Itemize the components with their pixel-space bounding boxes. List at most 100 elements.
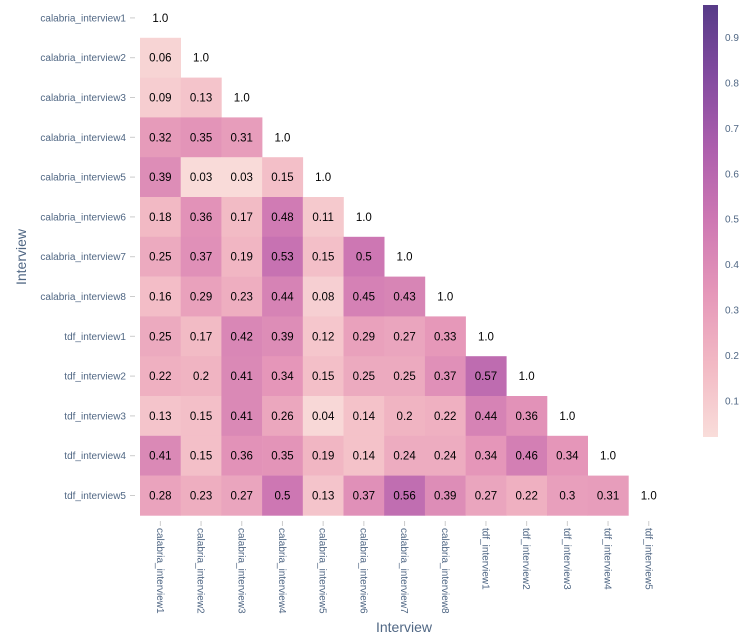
cell-value-label: 0.25 xyxy=(393,371,415,383)
heatmap-cell xyxy=(221,236,263,277)
heatmap-cell xyxy=(221,356,263,397)
heatmap-cell xyxy=(262,396,304,437)
cell-value-label: 0.5 xyxy=(356,252,372,264)
x-tick-label: tdf_interview5 xyxy=(642,528,653,590)
heatmap-cell xyxy=(302,435,344,476)
cell-value-label: 0.25 xyxy=(149,331,171,343)
heatmap-cell xyxy=(140,316,181,357)
cell-value-label: 1.0 xyxy=(356,212,372,224)
cell-value-label: 0.41 xyxy=(149,451,171,463)
colorbar-tick-label: 0.6 xyxy=(725,169,739,180)
heatmap-cell xyxy=(343,276,385,317)
cell-value-label: 0.17 xyxy=(231,212,253,224)
heatmap-cell xyxy=(384,316,426,357)
x-tick-label: calabria_interview3 xyxy=(235,528,246,614)
cell-value-label: 0.04 xyxy=(312,411,335,423)
y-tick-label: calabria_interview4 xyxy=(40,133,126,144)
cell-value-label: 1.0 xyxy=(152,13,168,25)
cell-value-label: 0.31 xyxy=(597,491,619,503)
cell-value-label: 0.29 xyxy=(353,331,375,343)
cell-value-label: 0.36 xyxy=(190,212,212,224)
cell-value-label: 0.12 xyxy=(312,331,334,343)
heatmap-cell xyxy=(343,396,385,437)
cell-value-label: 0.46 xyxy=(515,451,537,463)
cell-value-label: 0.34 xyxy=(271,371,294,383)
heatmap-cell xyxy=(140,197,181,238)
heatmap-cell xyxy=(302,356,344,397)
heatmap-cell xyxy=(465,475,507,516)
heatmap-cell xyxy=(140,435,181,476)
cell-value-label: 0.03 xyxy=(190,172,212,184)
y-tick-label: tdf_interview4 xyxy=(64,451,126,462)
cell-value-label: 0.19 xyxy=(312,451,334,463)
x-tick-label: calabria_interview7 xyxy=(398,528,409,614)
cell-value-label: 1.0 xyxy=(274,132,290,144)
cell-value-label: 0.36 xyxy=(515,411,537,423)
heatmap-cell xyxy=(424,435,466,476)
cell-value-label: 1.0 xyxy=(519,371,535,383)
y-tick-label: calabria_interview2 xyxy=(40,53,126,64)
x-tick-label: tdf_interview3 xyxy=(561,528,572,590)
cell-value-label: 0.36 xyxy=(231,451,253,463)
x-tick-label: tdf_interview4 xyxy=(602,528,613,590)
colorbar-tick-label: 0.5 xyxy=(725,215,739,226)
cell-value-label: 0.22 xyxy=(515,491,537,503)
cell-value-label: 0.33 xyxy=(434,331,456,343)
heatmap-cell xyxy=(302,396,344,437)
colorbar-tick-label: 0.1 xyxy=(725,397,739,408)
cell-value-label: 0.42 xyxy=(231,331,253,343)
heatmap-cell xyxy=(140,157,181,198)
heatmap-cell xyxy=(221,117,263,158)
colorbar-gradient xyxy=(703,5,718,437)
heatmap-cell xyxy=(547,475,588,516)
heatmap-cell xyxy=(302,236,344,277)
heatmap-cell xyxy=(424,316,466,357)
cell-value-label: 0.3 xyxy=(559,491,575,503)
cell-value-label: 0.2 xyxy=(193,371,209,383)
heatmap-cell xyxy=(424,475,466,516)
cell-value-label: 0.39 xyxy=(271,331,293,343)
heatmap-cell xyxy=(547,435,588,476)
cell-value-label: 1.0 xyxy=(437,292,453,304)
cell-value-label: 0.15 xyxy=(271,172,293,184)
cell-value-label: 1.0 xyxy=(397,252,413,264)
heatmap-cell xyxy=(343,435,385,476)
heatmap-cell xyxy=(262,475,304,516)
heatmap-cell xyxy=(221,396,263,437)
cell-value-label: 0.13 xyxy=(190,93,212,105)
y-tick-label: calabria_interview1 xyxy=(40,13,126,24)
cell-value-label: 1.0 xyxy=(559,411,575,423)
heatmap-cells: 1.0 0.06 1.0 0.09 0.13 1.0 0.32 0.35 0.31 1.0 0.39… xyxy=(140,13,657,516)
y-tick-label: tdf_interview5 xyxy=(64,491,126,502)
y-axis-tick-labels: calabria_interview1 calabria_interview2ca… xyxy=(40,13,135,502)
cell-value-label: 0.5 xyxy=(274,491,290,503)
y-tick-label: calabria_interview7 xyxy=(40,252,126,263)
cell-value-label: 0.39 xyxy=(434,491,456,503)
cell-value-label: 0.37 xyxy=(353,491,375,503)
heatmap-cell xyxy=(262,435,304,476)
cell-value-label: 0.57 xyxy=(475,371,497,383)
heatmap-cell xyxy=(506,396,548,437)
y-tick-label: calabria_interview5 xyxy=(40,173,126,184)
heatmap-cell xyxy=(384,356,426,397)
cell-value-label: 0.29 xyxy=(190,292,212,304)
heatmap-cell xyxy=(424,396,466,437)
cell-value-label: 0.15 xyxy=(190,411,212,423)
cell-value-label: 0.03 xyxy=(231,172,253,184)
heatmap-cell xyxy=(140,37,181,78)
heatmap-cell xyxy=(180,316,222,357)
cell-value-label: 0.22 xyxy=(434,411,456,423)
heatmap-cell xyxy=(262,276,304,317)
heatmap-cell xyxy=(302,475,344,516)
cell-value-label: 0.48 xyxy=(271,212,293,224)
heatmap-cell xyxy=(302,316,344,357)
colorbar: 0.1 0.2 0.3 0.4 0.5 0.6 0.7 0.8 0.9 xyxy=(703,5,739,437)
colorbar-tick-label: 0.8 xyxy=(725,78,739,89)
heatmap-cell xyxy=(465,435,507,476)
cell-value-label: 0.14 xyxy=(353,451,376,463)
heatmap-cell xyxy=(262,197,304,238)
cell-value-label: 0.44 xyxy=(475,411,498,423)
heatmap-cell xyxy=(384,475,426,516)
heatmap-cell xyxy=(180,475,222,516)
cell-value-label: 0.41 xyxy=(231,371,253,383)
